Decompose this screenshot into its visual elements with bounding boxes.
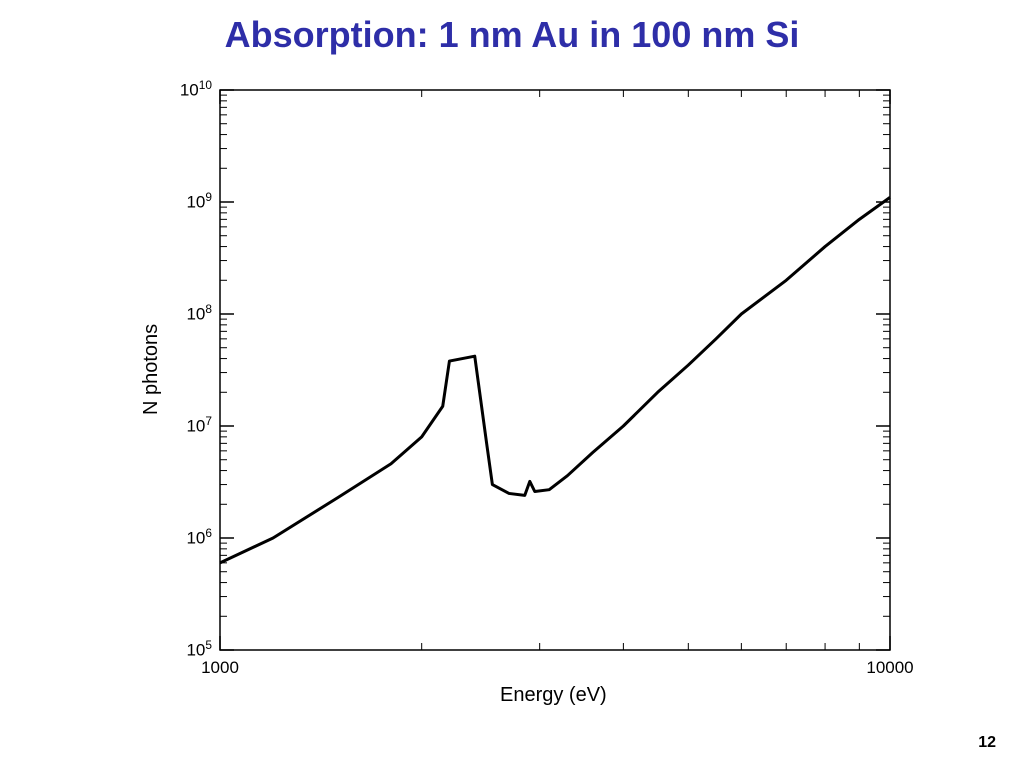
y-tick-label: 105: [186, 638, 212, 661]
x-tick-label: 10000: [860, 658, 920, 678]
x-axis-label: Energy (eV): [500, 684, 607, 707]
y-tick-label: 106: [186, 526, 212, 549]
y-axis-label: N photons: [140, 324, 163, 415]
y-tick-label: 109: [186, 190, 212, 213]
page-number: 12: [978, 734, 996, 752]
y-tick-label: 107: [186, 414, 212, 437]
y-tick-label: 108: [186, 302, 212, 325]
x-tick-label: 1000: [190, 658, 250, 678]
y-tick-label: 1010: [180, 78, 212, 101]
